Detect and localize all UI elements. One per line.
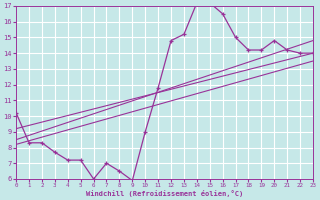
X-axis label: Windchill (Refroidissement éolien,°C): Windchill (Refroidissement éolien,°C) bbox=[86, 190, 243, 197]
